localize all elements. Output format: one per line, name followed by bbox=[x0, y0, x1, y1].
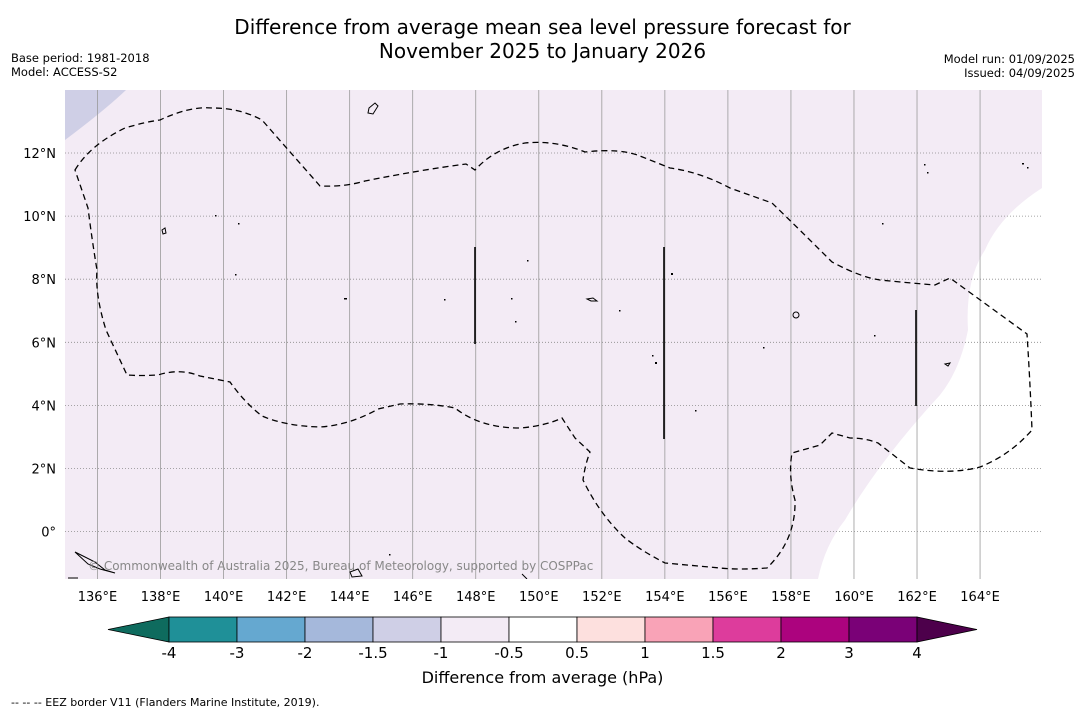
islet bbox=[927, 172, 929, 174]
title-line-2: November 2025 to January 2026 bbox=[378, 39, 707, 63]
lat-label: 6°N bbox=[32, 336, 57, 351]
islet bbox=[527, 260, 529, 262]
colorbar-tick: -1.5 bbox=[358, 644, 387, 662]
lon-label: 152°E bbox=[582, 590, 622, 605]
title-line-1: Difference from average mean sea level p… bbox=[234, 15, 851, 39]
islet bbox=[515, 321, 517, 323]
lon-label: 156°E bbox=[708, 590, 748, 605]
meta-right: Model run: 01/09/2025 Issued: 04/09/2025 bbox=[944, 52, 1075, 80]
islet bbox=[444, 299, 446, 301]
colorbar-swatch bbox=[644, 616, 714, 643]
small-islets bbox=[215, 163, 1029, 556]
colorbar-swatch bbox=[168, 616, 238, 643]
islet bbox=[215, 215, 217, 217]
islet bbox=[344, 298, 347, 300]
island-new-guinea-coast bbox=[74, 551, 116, 574]
lon-label: 144°E bbox=[330, 590, 370, 605]
colorbar-tick: -3 bbox=[230, 644, 245, 662]
colorbar-min-extend bbox=[107, 616, 170, 643]
islet bbox=[511, 298, 513, 300]
colorbar-swatch bbox=[848, 616, 918, 643]
eez-footnote: -- -- -- EEZ border V11 (Flanders Marine… bbox=[11, 696, 320, 709]
island-ngulu bbox=[161, 227, 167, 235]
islet bbox=[924, 164, 926, 166]
anomaly-fill-neutral bbox=[818, 188, 1042, 579]
eez-ticks bbox=[474, 247, 917, 439]
islet bbox=[874, 335, 876, 337]
lat-label: 2°N bbox=[32, 463, 57, 478]
islet bbox=[1022, 163, 1024, 165]
islet bbox=[389, 554, 391, 556]
colorbar-tick: 4 bbox=[912, 644, 922, 662]
colorbar-tick: -4 bbox=[162, 644, 177, 662]
colorbar: -4 -3 -2 -1.5 -1 -0.5 0.5 1 1.5 2 3 4 bbox=[107, 616, 978, 662]
colorbar-swatch bbox=[440, 616, 510, 643]
lon-label: 136°E bbox=[78, 590, 118, 605]
lon-label: 162°E bbox=[897, 590, 937, 605]
island-pohnpei bbox=[792, 311, 800, 319]
anomaly-fill-low bbox=[65, 90, 126, 140]
colorbar-tick: 1.5 bbox=[701, 644, 725, 662]
colorbar-swatch bbox=[712, 616, 782, 643]
islet bbox=[655, 362, 657, 364]
lat-label: 0° bbox=[41, 526, 56, 541]
colorbar-swatch bbox=[508, 616, 578, 643]
base-period: Base period: 1981-2018 bbox=[11, 51, 150, 65]
issued-date: Issued: 04/09/2025 bbox=[964, 66, 1075, 80]
islet bbox=[671, 273, 673, 275]
island-kosrae bbox=[943, 362, 952, 367]
colorbar-tick: 0.5 bbox=[565, 644, 589, 662]
colorbar-label: Difference from average (hPa) bbox=[421, 668, 664, 687]
lat-label: 8°N bbox=[32, 273, 57, 288]
colorbar-tick: 1 bbox=[640, 644, 650, 662]
colorbar-swatch bbox=[236, 616, 306, 643]
colorbar-max-extend bbox=[916, 616, 978, 643]
eez-border bbox=[74, 107, 1033, 570]
islet bbox=[238, 223, 240, 225]
lon-label: 148°E bbox=[456, 590, 496, 605]
islet bbox=[652, 355, 654, 357]
islet bbox=[1027, 167, 1029, 169]
lon-label: 146°E bbox=[393, 590, 433, 605]
island-guam bbox=[367, 102, 379, 115]
lon-label: 138°E bbox=[141, 590, 181, 605]
chart-title: Difference from average mean sea level p… bbox=[0, 15, 1085, 63]
colorbar-swatch bbox=[780, 616, 850, 643]
island-manus bbox=[349, 568, 363, 578]
colorbar-tick: 3 bbox=[844, 644, 854, 662]
colorbar-tick: -2 bbox=[298, 644, 313, 662]
island-coast-2 bbox=[521, 573, 528, 579]
latitude-labels: 12°N 10°N 8°N 6°N 4°N 2°N 0° bbox=[23, 147, 56, 541]
longitude-labels: 136°E 138°E 140°E 142°E 144°E 146°E 148°E 150°E… bbox=[78, 590, 1000, 605]
copyright-text: © Commonwealth of Australia 2025, Bureau… bbox=[88, 559, 593, 573]
colorbar-tick: -0.5 bbox=[494, 644, 523, 662]
meta-left: Base period: 1981-2018 Model: ACCESS-S2 bbox=[11, 51, 150, 79]
islet bbox=[695, 410, 697, 412]
colorbar-tick: 2 bbox=[776, 644, 786, 662]
islet bbox=[619, 310, 621, 312]
lon-label: 150°E bbox=[519, 590, 559, 605]
colorbar-tick: -1 bbox=[434, 644, 449, 662]
lon-label: 164°E bbox=[960, 590, 1000, 605]
islands bbox=[68, 102, 952, 579]
lon-label: 160°E bbox=[834, 590, 874, 605]
lon-label: 140°E bbox=[204, 590, 244, 605]
lat-label: 10°N bbox=[23, 210, 56, 225]
lat-label: 12°N bbox=[23, 147, 56, 162]
islet bbox=[763, 347, 765, 349]
model-run: Model run: 01/09/2025 bbox=[943, 52, 1075, 66]
islet bbox=[882, 223, 884, 225]
colorbar-swatch bbox=[372, 616, 442, 643]
islet bbox=[235, 274, 237, 276]
lat-label: 4°N bbox=[32, 399, 57, 414]
map-area: © Commonwealth of Australia 2025, Bureau… bbox=[65, 90, 1042, 579]
lon-label: 142°E bbox=[267, 590, 307, 605]
model-name: Model: ACCESS-S2 bbox=[11, 65, 118, 79]
colorbar-swatch bbox=[576, 616, 646, 643]
island-chuuk bbox=[585, 297, 599, 302]
lon-label: 158°E bbox=[771, 590, 811, 605]
lon-label: 154°E bbox=[645, 590, 685, 605]
colorbar-swatch bbox=[304, 616, 374, 643]
